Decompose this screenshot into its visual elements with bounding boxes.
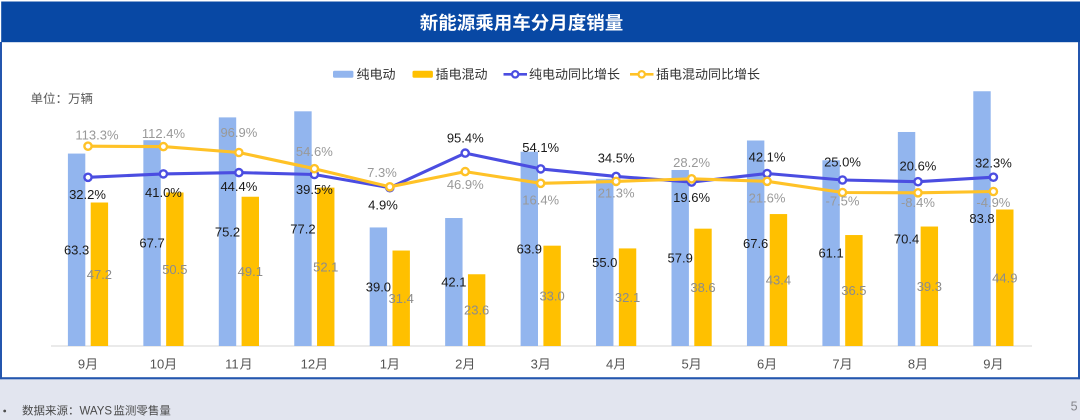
svg-text:32.3%: 32.3% bbox=[975, 155, 1012, 170]
svg-text:10: 10 bbox=[150, 357, 164, 372]
svg-text:20.6%: 20.6% bbox=[900, 159, 937, 174]
svg-text:44.9: 44.9 bbox=[992, 270, 1017, 285]
svg-text:31.4: 31.4 bbox=[389, 291, 414, 306]
svg-text:19.6%: 19.6% bbox=[673, 190, 710, 205]
svg-text:25.0%: 25.0% bbox=[824, 155, 861, 170]
svg-text:54.6%: 54.6% bbox=[296, 144, 333, 159]
svg-text:5: 5 bbox=[1071, 400, 1078, 414]
svg-text:-7.5%: -7.5% bbox=[826, 194, 860, 209]
svg-text:70.4: 70.4 bbox=[894, 232, 919, 247]
svg-text:4.9%: 4.9% bbox=[368, 197, 398, 212]
svg-text:36.5: 36.5 bbox=[841, 283, 866, 298]
svg-text:7: 7 bbox=[832, 357, 839, 372]
svg-text:43.4: 43.4 bbox=[766, 273, 791, 288]
svg-text:49.1: 49.1 bbox=[238, 264, 263, 279]
svg-text:12: 12 bbox=[301, 357, 315, 372]
svg-text:34.5%: 34.5% bbox=[598, 150, 635, 165]
svg-text:42.1%: 42.1% bbox=[749, 150, 786, 165]
svg-text:3: 3 bbox=[531, 357, 538, 372]
svg-text:2: 2 bbox=[455, 357, 462, 372]
svg-text:9: 9 bbox=[78, 357, 85, 372]
svg-text:5: 5 bbox=[681, 357, 688, 372]
svg-text:21.6%: 21.6% bbox=[749, 191, 786, 206]
svg-text:63.3: 63.3 bbox=[64, 242, 89, 257]
svg-text:95.4%: 95.4% bbox=[447, 130, 484, 145]
svg-text:21.3%: 21.3% bbox=[598, 186, 635, 201]
svg-text:41.0%: 41.0% bbox=[145, 185, 182, 200]
svg-text:33.0: 33.0 bbox=[539, 288, 564, 303]
svg-text:52.1: 52.1 bbox=[313, 259, 338, 274]
svg-text:8: 8 bbox=[908, 357, 915, 372]
svg-text:9: 9 bbox=[983, 357, 990, 372]
svg-text:6: 6 bbox=[757, 357, 764, 372]
svg-text:1: 1 bbox=[380, 357, 387, 372]
svg-text:32.2%: 32.2% bbox=[69, 187, 106, 202]
svg-text:39.0: 39.0 bbox=[366, 279, 391, 294]
svg-text:54.1%: 54.1% bbox=[522, 140, 559, 155]
svg-text:-8.4%: -8.4% bbox=[901, 195, 935, 210]
svg-text:55.0: 55.0 bbox=[592, 255, 617, 270]
svg-text:50.5: 50.5 bbox=[162, 262, 187, 277]
svg-text:77.2: 77.2 bbox=[290, 221, 315, 236]
svg-text:23.6: 23.6 bbox=[464, 303, 489, 318]
svg-text:47.2: 47.2 bbox=[87, 267, 112, 282]
svg-text:113.3%: 113.3% bbox=[75, 128, 119, 143]
svg-text:7.3%: 7.3% bbox=[367, 165, 397, 180]
svg-text:96.9%: 96.9% bbox=[220, 125, 257, 140]
svg-text:38.6: 38.6 bbox=[690, 280, 715, 295]
svg-text:11: 11 bbox=[225, 357, 239, 372]
svg-text:61.1: 61.1 bbox=[818, 246, 843, 261]
svg-text:28.2%: 28.2% bbox=[673, 155, 710, 170]
svg-text:4: 4 bbox=[606, 357, 613, 372]
svg-text:67.7: 67.7 bbox=[139, 236, 164, 251]
svg-text:83.8: 83.8 bbox=[969, 211, 994, 226]
svg-text:112.4%: 112.4% bbox=[142, 126, 186, 141]
svg-text:44.4%: 44.4% bbox=[220, 179, 257, 194]
svg-text:42.1: 42.1 bbox=[441, 275, 466, 290]
svg-text:75.2: 75.2 bbox=[215, 224, 240, 239]
svg-text:32.1: 32.1 bbox=[615, 290, 640, 305]
svg-text:39.3: 39.3 bbox=[917, 279, 942, 294]
svg-text:-4.9%: -4.9% bbox=[976, 195, 1010, 210]
svg-text:63.9: 63.9 bbox=[517, 241, 542, 256]
svg-text:57.9: 57.9 bbox=[668, 251, 693, 266]
svg-text:39.5%: 39.5% bbox=[296, 182, 333, 197]
svg-text:67.6: 67.6 bbox=[743, 236, 768, 251]
svg-text:46.9%: 46.9% bbox=[447, 177, 484, 192]
svg-text:WAYS: WAYS bbox=[80, 406, 113, 418]
svg-text:16.4%: 16.4% bbox=[522, 192, 559, 207]
